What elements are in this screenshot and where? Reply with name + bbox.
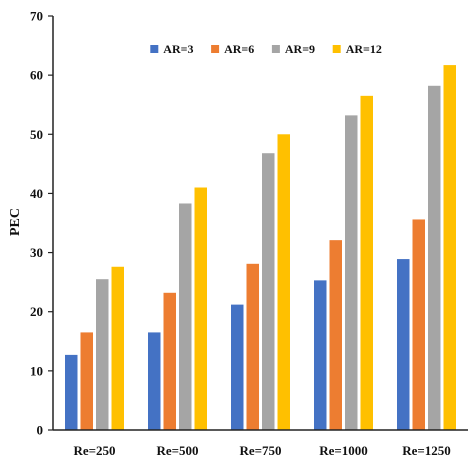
bar-ar-12-re-1000 bbox=[360, 95, 373, 430]
bar-ar-6-re-1250 bbox=[412, 219, 425, 430]
bar-ar-9-re-1250 bbox=[428, 85, 441, 430]
legend-swatch bbox=[150, 45, 159, 53]
bar-ar-12-re-1250 bbox=[443, 65, 456, 431]
bar-ar-6-re-250 bbox=[80, 332, 93, 430]
x-ticks: Re=250 Re=500 Re=750 Re=1000 Re=1250 bbox=[73, 443, 450, 458]
bar-ar-3-re-250 bbox=[65, 354, 78, 430]
legend-swatch bbox=[332, 45, 341, 53]
legend-label: AR=12 bbox=[346, 42, 382, 56]
legend-label: AR=9 bbox=[285, 42, 315, 56]
y-tick-label: 30 bbox=[30, 245, 43, 260]
bar-ar-9-re-250 bbox=[96, 279, 109, 430]
bar-ar-12-re-750 bbox=[277, 134, 290, 431]
y-tick-label: 20 bbox=[30, 304, 43, 319]
y-tick-label: 70 bbox=[30, 9, 43, 24]
legend: AR=3 AR=6 AR=9 AR=12 bbox=[150, 42, 382, 56]
y-tick-label: 10 bbox=[30, 363, 43, 378]
bars-layer bbox=[65, 65, 456, 431]
x-tick-label: Re=1000 bbox=[319, 443, 368, 458]
y-axis-title: PEC bbox=[8, 208, 23, 236]
legend-item: AR=9 bbox=[271, 42, 315, 56]
legend-label: AR=6 bbox=[224, 42, 254, 56]
legend-swatch bbox=[211, 45, 220, 53]
bar-ar-6-re-500 bbox=[163, 292, 176, 430]
bar-ar-9-re-750 bbox=[262, 153, 275, 430]
y-tick-label: 40 bbox=[30, 186, 43, 201]
y-ticks: 0 10 20 30 40 50 60 70 bbox=[30, 9, 53, 438]
y-tick-label: 0 bbox=[37, 423, 44, 438]
x-tick-label: Re=250 bbox=[73, 443, 115, 458]
bar-ar-9-re-1000 bbox=[345, 115, 358, 431]
bar-ar-9-re-500 bbox=[179, 203, 192, 430]
axes-layer bbox=[52, 16, 468, 431]
y-tick-label: 60 bbox=[30, 68, 43, 83]
bar-ar-6-re-1000 bbox=[329, 240, 342, 430]
legend-swatch bbox=[271, 45, 280, 53]
legend-item: AR=12 bbox=[332, 42, 382, 56]
y-tick-label: 50 bbox=[30, 127, 43, 142]
x-tick-label: Re=500 bbox=[156, 443, 198, 458]
legend-item: AR=3 bbox=[150, 42, 193, 56]
bar-ar-3-re-1250 bbox=[397, 259, 410, 430]
bar-ar-3-re-750 bbox=[231, 304, 244, 430]
bar-ar-12-re-250 bbox=[111, 266, 124, 430]
x-tick-label: Re=750 bbox=[239, 443, 281, 458]
legend-label: AR=3 bbox=[163, 42, 193, 56]
bar-ar-12-re-500 bbox=[194, 187, 207, 430]
bar-ar-6-re-750 bbox=[246, 263, 259, 430]
x-tick-label: Re=1250 bbox=[402, 443, 451, 458]
bar-ar-3-re-500 bbox=[148, 332, 161, 430]
bar-ar-3-re-1000 bbox=[314, 280, 327, 430]
legend-item: AR=6 bbox=[211, 42, 254, 56]
